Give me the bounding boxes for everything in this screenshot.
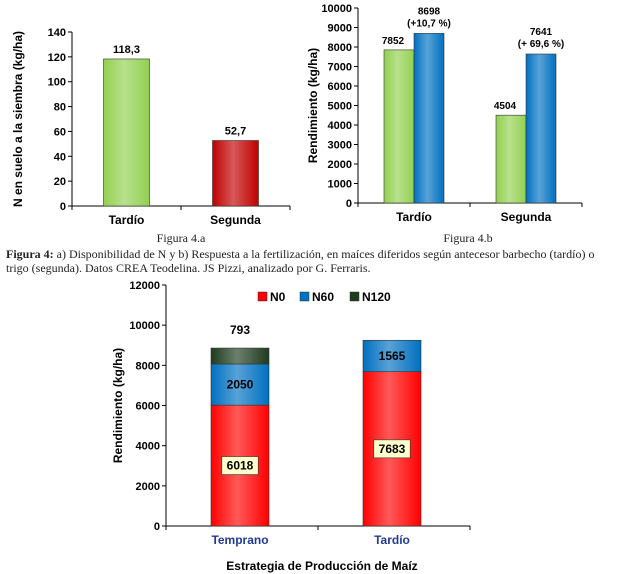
fig4a-figure-label: Figura 4.a (157, 231, 206, 245)
fig4a-y-tick-label: 100 (48, 77, 66, 89)
fig4a-category-label: Segunda (210, 213, 261, 227)
fig4b-y-tick-label: 8000 (328, 42, 352, 54)
fig4b-bar (383, 49, 415, 204)
fig4c-y-tick-label: 0 (154, 521, 160, 533)
fig4a-bar (103, 58, 150, 207)
fig4c-bar-segment (210, 347, 270, 365)
fig4a-y-tick-label: 20 (54, 176, 66, 188)
fig4b-y-tick-label: 7000 (328, 62, 352, 74)
fig4b-y-tick-label: 0 (346, 198, 352, 210)
fig4b-bar (413, 33, 445, 204)
fig4b-data-label: 4504 (494, 101, 517, 112)
fig4c-legend-swatch (349, 291, 360, 302)
fig4c-category-label: Tardío (374, 533, 410, 547)
fig4a-y-tick-label: 40 (54, 151, 66, 163)
fig4b-figure-label: Figura 4.b (443, 231, 492, 245)
fig4c-data-label: 1565 (379, 349, 406, 363)
fig4c-y-tick-label: 2000 (136, 481, 160, 493)
fig4b-y-tick-label: 3000 (328, 140, 352, 152)
fig4b-category-label: Tardío (396, 210, 432, 224)
fig4c-data-label-box (373, 439, 411, 459)
fig4b-y-tick-label: 6000 (328, 81, 352, 93)
fig4c-y-tick-label: 6000 (136, 401, 160, 413)
fig4a-y-tick-label: 120 (48, 52, 66, 64)
fig4c-legend-label: N0 (270, 290, 286, 304)
fig4b-y-tick-label: 1000 (328, 179, 352, 191)
fig4b-data-label: 7852 (382, 36, 405, 47)
chart-fig4b: 0 1000 2000 3000 4000 5000 6000 7000 8000 9000 100… (306, 3, 583, 245)
fig4b-data-sublabel: (+10,7 %) (407, 18, 451, 29)
fig4c-category-label: Temprano (211, 533, 268, 547)
fig4c-legend-swatch (299, 291, 310, 302)
fig4a-y-axis-title: N en suelo a la siembra (kg/ha) (11, 31, 25, 207)
fig4b-y-tick-label: 10000 (321, 3, 352, 15)
fig4c-data-label: 793 (230, 323, 250, 337)
chart-fig4c: 0 2000 4000 6000 8000 10000 12000 6018 2050 793 Te… (111, 280, 471, 573)
fig4c-y-tick-label: 8000 (136, 360, 160, 372)
fig4c-bar-segment (210, 363, 270, 406)
fig4b-data-sublabel: (+ 69,6 %) (518, 39, 564, 50)
figure-caption: Figura 4: a) Disponibilidad de N y b) Re… (6, 247, 618, 275)
caption-text: a) Disponibilidad de N y b) Respuesta a … (6, 247, 595, 275)
fig4c-data-label: 7683 (379, 442, 406, 456)
fig4b-y-axis-title: Rendimiento (kg/ha) (306, 48, 320, 163)
fig4a-data-label: 118,3 (113, 44, 140, 56)
fig4c-data-label: 6018 (227, 459, 254, 473)
fig4c-data-label: 2050 (227, 378, 254, 392)
fig4a-y-tick-label: 60 (54, 126, 66, 138)
chart-fig4a: 0 20 40 60 80 100 120 140 118,3 Tardío 52,7 Segunda… (11, 27, 291, 245)
fig4b-y-tick-label: 2000 (328, 159, 352, 171)
fig4b-y-tick-label: 4000 (328, 120, 352, 132)
fig4b-y-tick-label: 5000 (328, 101, 352, 113)
fig4c-y-tick-label: 4000 (136, 441, 160, 453)
fig4a-y-tick-label: 0 (60, 201, 66, 213)
fig4b-category-label: Segunda (501, 210, 552, 224)
caption-prefix: Figura 4: (6, 247, 54, 261)
fig4c-data-label-box (221, 456, 259, 475)
fig4c-y-tick-label: 10000 (129, 320, 160, 332)
fig4c-y-tick-label: 12000 (129, 280, 160, 292)
fig4b-data-label: 8698 (418, 6, 441, 17)
fig4a-y-tick-label: 80 (54, 102, 66, 114)
fig4a-data-label: 52,7 (225, 126, 246, 138)
fig4b-y-tick-label: 9000 (328, 23, 352, 35)
fig4b-data-label: 7641 (530, 27, 553, 38)
fig4c-legend-label: N120 (362, 290, 391, 304)
fig4b-bar (525, 53, 557, 204)
fig4c-bar-segment (362, 339, 422, 372)
fig4c-legend-label: N60 (312, 290, 334, 304)
fig4b-bar (495, 114, 527, 204)
fig4c-y-axis-title: Rendimiento (kg/ha) (111, 348, 125, 463)
fig4a-category-label: Tardío (109, 213, 145, 227)
fig4c-x-axis-title: Estrategia de Producción de Maíz (226, 559, 417, 573)
fig4a-bar (212, 140, 259, 207)
fig4c-legend-swatch (257, 291, 268, 302)
fig4a-y-tick-label: 140 (48, 27, 66, 39)
